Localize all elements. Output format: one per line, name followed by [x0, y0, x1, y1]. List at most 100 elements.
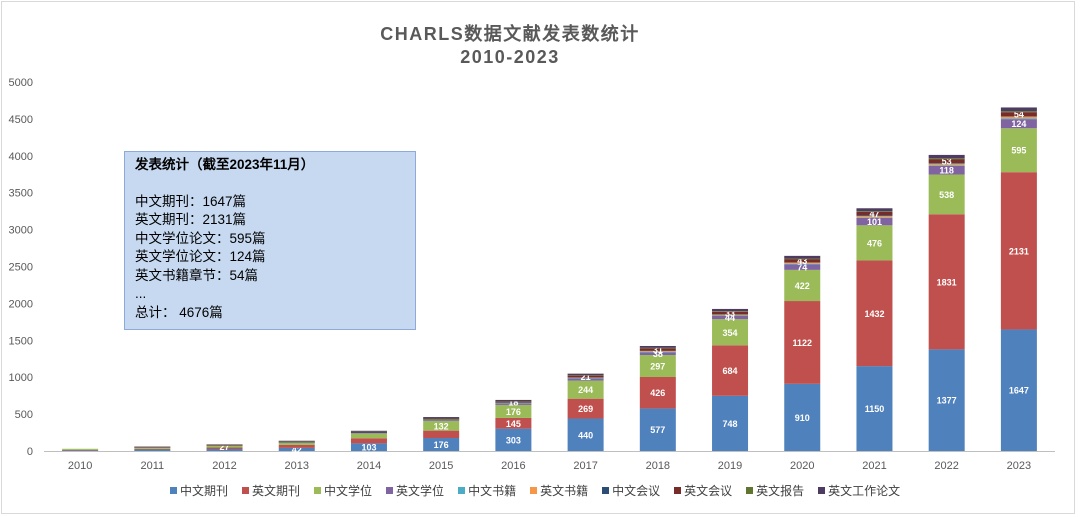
- bar-segment: [423, 419, 460, 421]
- bar-segment: [134, 448, 171, 450]
- bar-segment: [495, 402, 532, 404]
- bar-segment: [856, 211, 893, 212]
- bar-segment: [856, 211, 893, 216]
- stats-line: 英文书籍章节：54篇: [135, 267, 259, 283]
- legend-swatch: [386, 487, 394, 494]
- bar-segment: [278, 441, 315, 442]
- data-label: 47: [869, 209, 879, 219]
- bar-segment: [928, 158, 965, 160]
- data-label: 33: [725, 308, 735, 318]
- bar-segment: [350, 431, 387, 433]
- legend-item: 英文期刊: [242, 482, 300, 499]
- legend-swatch: [746, 487, 754, 494]
- bar-segment: [350, 430, 387, 432]
- bar-segment: [784, 301, 821, 384]
- bar-segment: [712, 314, 749, 316]
- bar-segment: [856, 215, 893, 216]
- bar-segment: [350, 443, 387, 451]
- legend-item: 中文期刊: [170, 482, 228, 499]
- stats-line: ...: [135, 286, 147, 301]
- legend-label: 中文学位: [324, 484, 373, 498]
- bar-segment: [712, 345, 749, 396]
- data-label: 354: [723, 328, 738, 338]
- legend-swatch: [458, 487, 466, 494]
- bar-segment: [134, 449, 171, 451]
- legend-item: 中文会议: [602, 482, 660, 499]
- bar-segment: [856, 215, 893, 218]
- y-tick-label: 3500: [9, 188, 33, 200]
- legend-label: 中文会议: [612, 484, 661, 498]
- bar-segment: [278, 442, 315, 445]
- legend-swatch: [314, 487, 322, 494]
- data-label: 422: [795, 281, 810, 291]
- data-label: 1377: [937, 396, 957, 406]
- y-tick-label: 4500: [9, 114, 33, 126]
- bar-segment: [712, 395, 749, 451]
- bar-segment: [62, 450, 99, 451]
- bar-segment: [639, 345, 676, 348]
- bar-segment: [350, 432, 387, 433]
- data-label: 54: [1014, 110, 1024, 120]
- bar-segment: [495, 399, 532, 402]
- bar-segment: [928, 165, 965, 166]
- bar-segment: [1000, 112, 1037, 117]
- y-tick-label: 2500: [9, 262, 33, 274]
- legend-label: 英文期刊: [252, 484, 301, 498]
- data-label: 21: [581, 372, 591, 382]
- legend-swatch: [674, 487, 682, 494]
- bar-segment: [206, 447, 243, 450]
- bar-segment: [784, 255, 821, 259]
- bar-segment: [1000, 116, 1037, 117]
- data-label: 269: [578, 404, 593, 414]
- bar-segment: [423, 418, 460, 420]
- legend-item: 中文书籍: [458, 482, 516, 499]
- data-label: 18: [508, 397, 518, 407]
- legend-label: 中文书籍: [468, 484, 517, 498]
- bar-segment: [350, 431, 387, 433]
- data-label: 577: [650, 425, 665, 435]
- data-label: 53: [942, 157, 952, 167]
- y-tick-label: 1500: [9, 335, 33, 347]
- legend-swatch: [242, 487, 250, 494]
- bar-segment: [1000, 118, 1037, 120]
- legend-item: 英文报告: [746, 482, 804, 499]
- bar-segment: [639, 351, 676, 353]
- data-label: 145: [506, 419, 521, 429]
- y-tick-label: 4000: [9, 151, 33, 163]
- data-label: 124: [1011, 119, 1026, 129]
- y-tick-label: 500: [15, 409, 33, 421]
- bar-segment: [567, 377, 604, 379]
- x-tick-label: 2015: [429, 460, 453, 472]
- bar-segment: [567, 380, 604, 399]
- data-label: 595: [1011, 146, 1026, 156]
- x-tick-label: 2023: [1007, 460, 1031, 472]
- bar-segment: [423, 438, 460, 451]
- bar-segment: [134, 446, 171, 448]
- bar-segment: [1000, 116, 1037, 119]
- legend-item: 英文书籍: [530, 482, 588, 499]
- bar-segment: [495, 403, 532, 404]
- chart-legend: 中文期刊 英文期刊 中文学位 英文学位 中文书籍 英文书籍 中文会议 英文会议 英文报告 英文工作…: [170, 482, 900, 499]
- bar-segment: [784, 262, 821, 263]
- data-label: 684: [723, 366, 738, 376]
- legend-swatch: [170, 487, 177, 494]
- x-tick-label: 2022: [934, 460, 958, 472]
- bar-segment: [856, 217, 893, 226]
- bar-segment: [784, 258, 821, 260]
- legend-label: 英文学位: [396, 484, 445, 498]
- x-tick-label: 2013: [285, 460, 309, 472]
- y-tick-label: 3000: [9, 225, 33, 237]
- data-label: 31: [653, 345, 663, 355]
- bar-segment: [928, 163, 965, 166]
- data-label: 42: [292, 445, 302, 455]
- y-tick-label: 1000: [9, 372, 33, 384]
- stats-line: 英文学位论文：124篇: [135, 249, 266, 264]
- bar-segment: [784, 269, 821, 302]
- x-tick-label: 2021: [862, 460, 886, 472]
- data-label: 176: [434, 440, 449, 450]
- bar-segment: [712, 308, 749, 312]
- bar-segment: [423, 420, 460, 431]
- bar-segment: [206, 445, 243, 448]
- x-tick-label: 2011: [140, 460, 164, 472]
